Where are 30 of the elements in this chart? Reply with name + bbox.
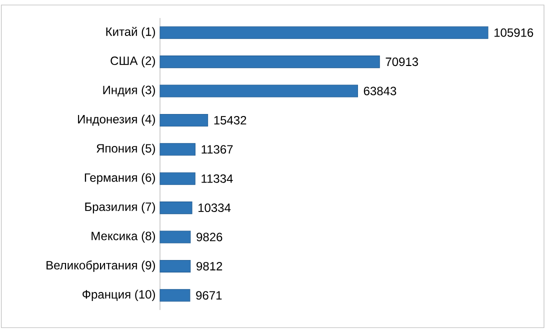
y-tick-label: Франция (10): [82, 290, 155, 301]
bar: [160, 260, 191, 272]
data-label: 70913: [386, 58, 418, 66]
bar: [160, 114, 208, 126]
y-tick-label: Япония (5): [96, 144, 155, 155]
bar: [160, 230, 191, 244]
y-tick-label: Германия (6): [84, 173, 155, 184]
y-tick-label: Мексика (8): [92, 231, 156, 243]
data-label: 10334: [198, 204, 231, 212]
y-tick-label: Индонезия (4): [78, 114, 155, 126]
bar: [160, 289, 190, 302]
y-tick-label: Индия (3): [103, 85, 155, 97]
bar: [160, 84, 358, 98]
bar: [160, 172, 196, 185]
data-label: 105916: [494, 28, 534, 37]
data-label: 11334: [202, 174, 233, 183]
y-tick-label: Великобритания (9): [46, 260, 156, 272]
y-tick-label: США (2): [110, 56, 155, 68]
data-label: 9812: [196, 262, 222, 270]
y-tick-label: Бразилия (7): [85, 202, 155, 214]
bar: [160, 56, 380, 68]
data-label: 63843: [364, 86, 396, 96]
y-tick-label: Китай (1): [106, 26, 156, 38]
bar: [160, 143, 196, 156]
bar: [160, 202, 192, 214]
data-label: 11367: [202, 145, 233, 154]
bar: [160, 26, 488, 39]
data-label: 9671: [196, 291, 222, 300]
data-label: 9826: [196, 232, 222, 242]
data-label: 15432: [214, 116, 246, 124]
